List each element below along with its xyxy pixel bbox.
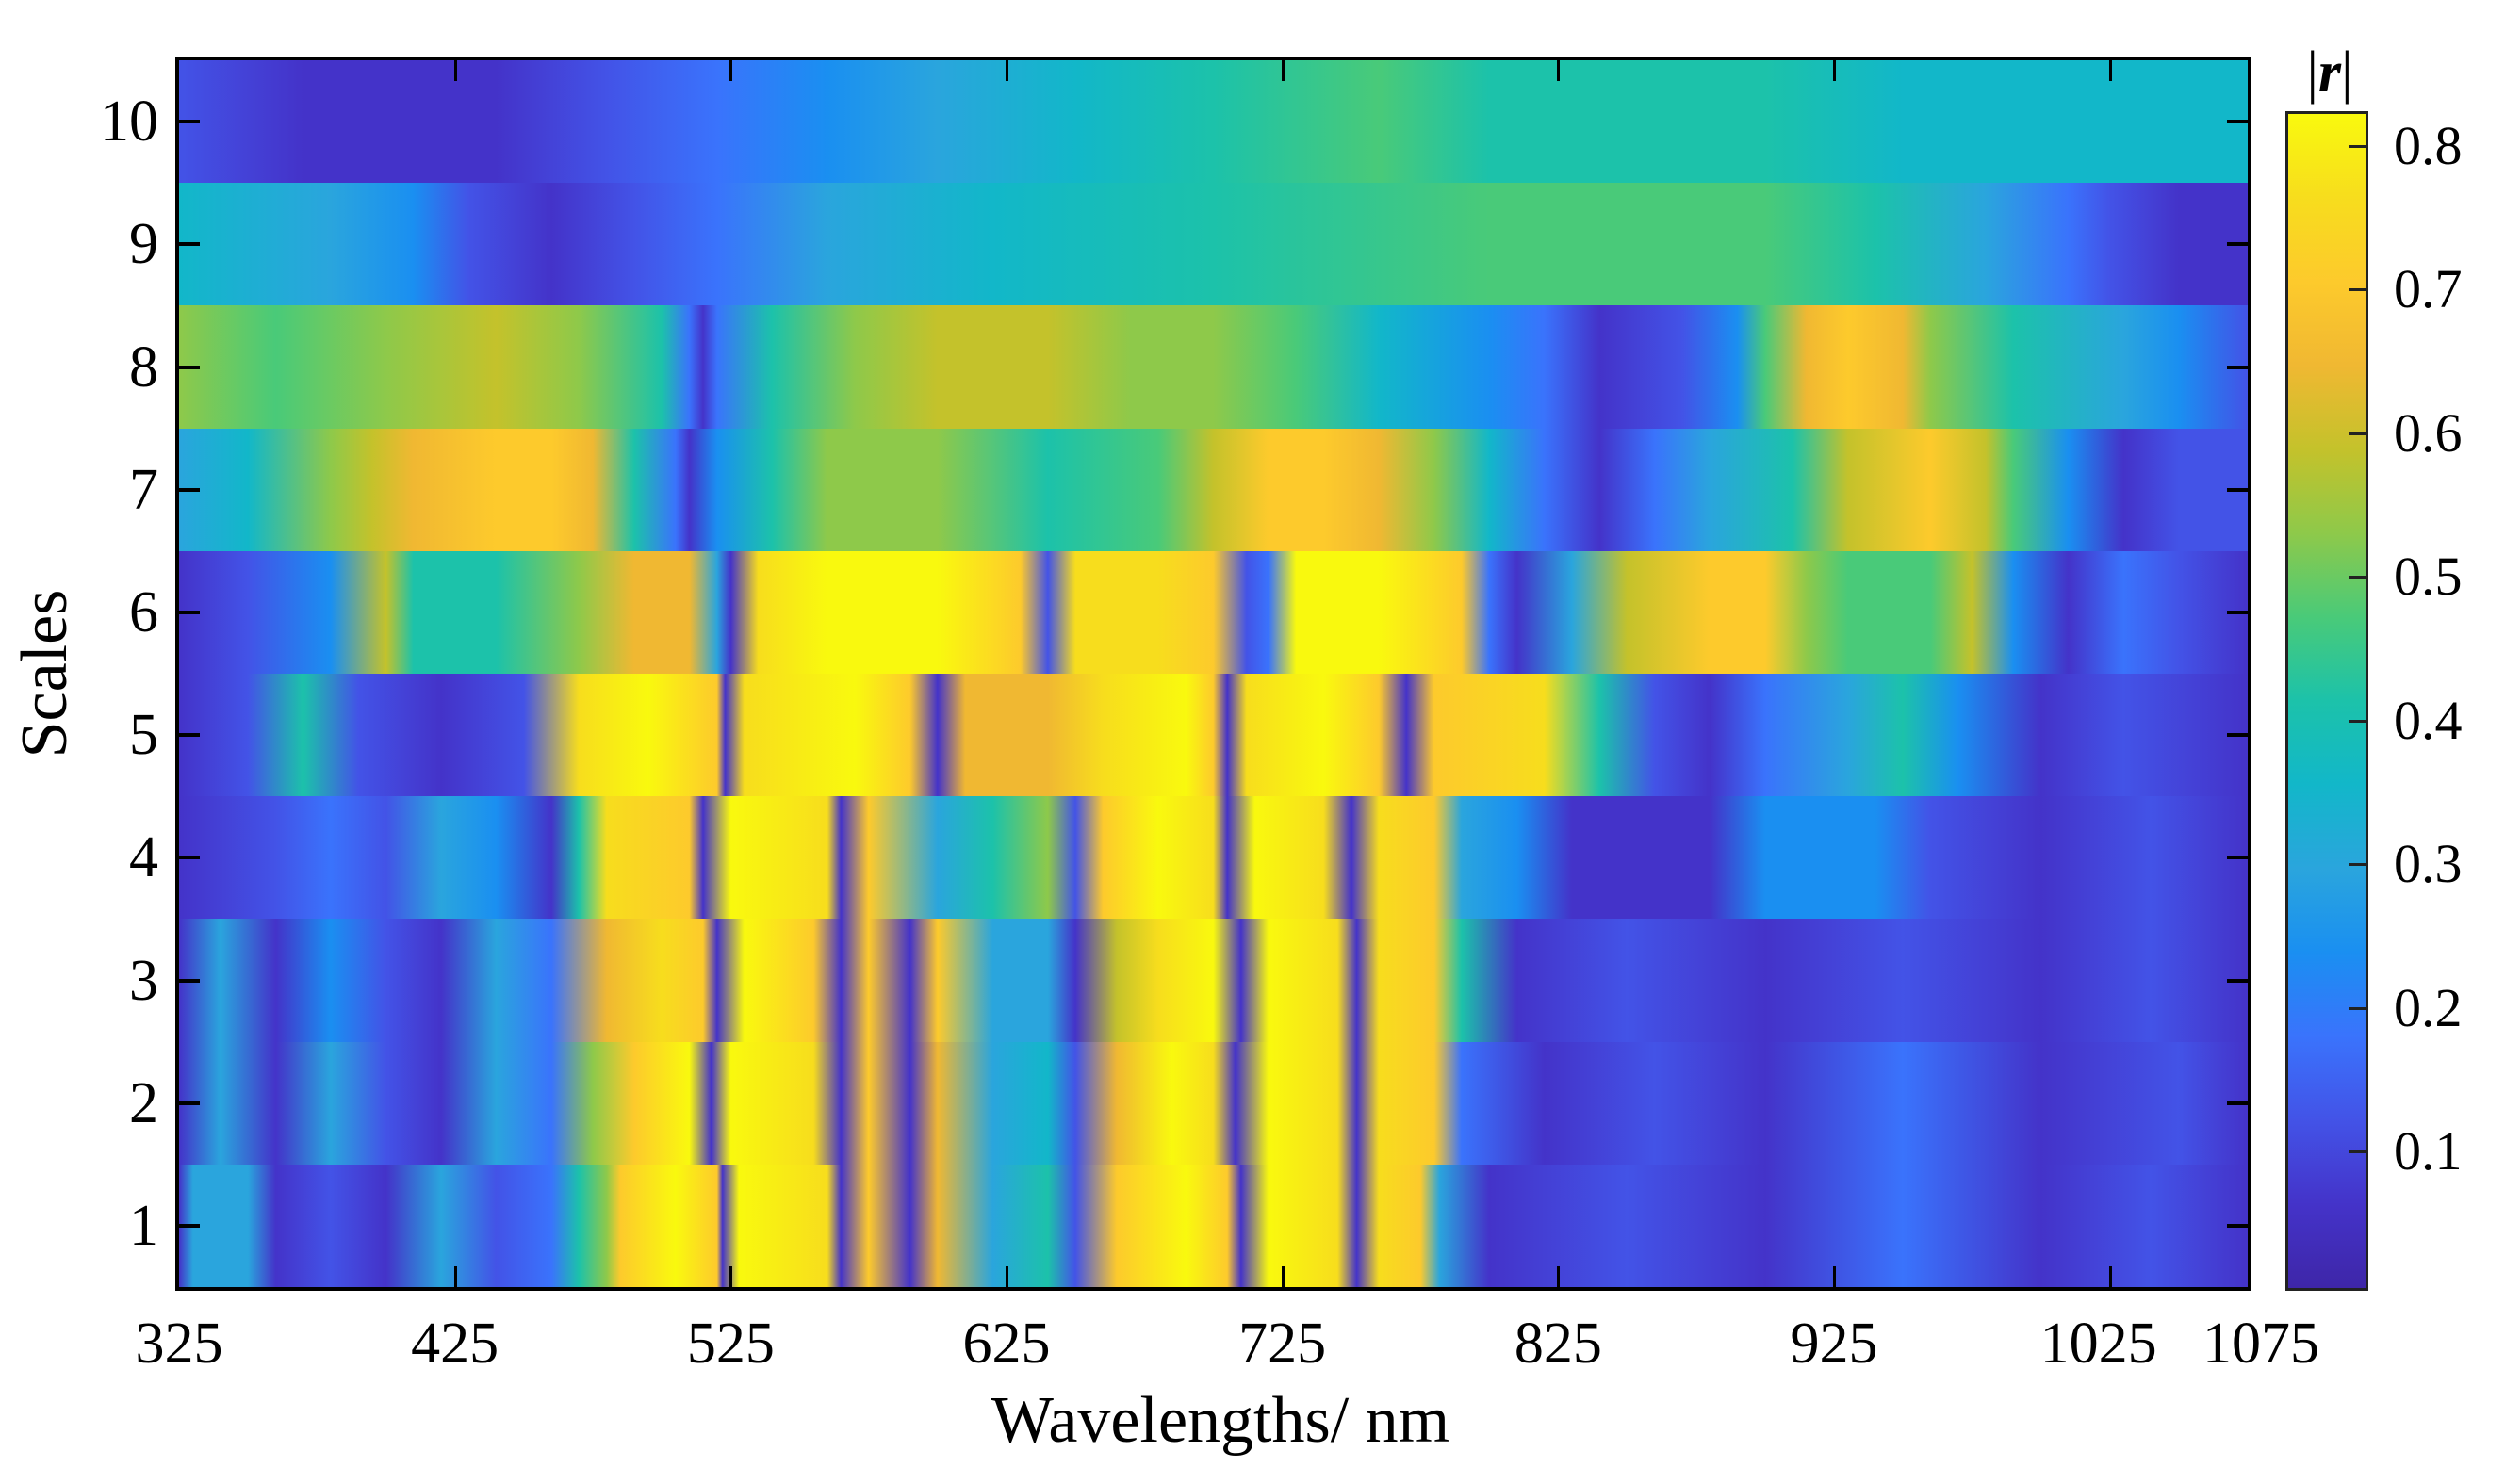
- y-tick-mark-right: [2227, 1223, 2248, 1228]
- x-tick-label: 925: [1790, 1312, 1878, 1376]
- heatmap-row-scale-2: [179, 1041, 2248, 1166]
- y-tick-mark: [179, 365, 200, 369]
- heatmap-row-scale-7: [179, 428, 2248, 552]
- colorbar-tick-mark: [2349, 719, 2366, 723]
- y-tick-label: 3: [129, 948, 158, 1013]
- y-tick-mark-right: [2227, 733, 2248, 738]
- heatmap-plot-area: [175, 57, 2251, 1291]
- y-tick-mark: [179, 242, 200, 247]
- colorbar-tick-label: 0.8: [2394, 114, 2463, 176]
- colorbar-tick-mark: [2349, 863, 2366, 867]
- heatmap-row-scale-3: [179, 919, 2248, 1043]
- colorbar-title: |r|: [2288, 40, 2371, 106]
- y-tick-mark-right: [2227, 1101, 2248, 1105]
- x-tick-label: 1075: [2202, 1312, 2319, 1376]
- x-tick-mark-top: [1557, 60, 1561, 81]
- y-tick-label: 4: [129, 825, 158, 890]
- heatmap-row-scale-9: [179, 183, 2248, 307]
- x-tick-label: 1025: [2039, 1312, 2157, 1376]
- x-tick-mark: [453, 1266, 457, 1287]
- colorbar-tick-label: 0.3: [2394, 833, 2463, 895]
- x-tick-mark: [2108, 1266, 2112, 1287]
- x-tick-mark: [1833, 1266, 1836, 1287]
- colorbar: [2285, 111, 2368, 1291]
- colorbar-tick-mark: [2349, 144, 2366, 148]
- colorbar-tick-mark: [2349, 576, 2366, 579]
- heatmap-row-scale-1: [179, 1164, 2248, 1287]
- x-tick-label: 725: [1238, 1312, 1327, 1376]
- y-tick-label: 1: [129, 1193, 158, 1258]
- y-tick-mark: [179, 733, 200, 738]
- y-tick-mark: [179, 610, 200, 614]
- y-axis-title: Scales: [8, 589, 81, 758]
- x-tick-label: 325: [135, 1312, 223, 1376]
- y-tick-label: 9: [129, 212, 158, 277]
- colorbar-tick-label: 0.7: [2394, 258, 2463, 320]
- y-tick-label: 5: [129, 703, 158, 768]
- y-tick-mark-right: [2227, 856, 2248, 860]
- y-tick-label: 7: [129, 457, 158, 522]
- y-tick-mark: [179, 120, 200, 124]
- colorbar-tick-label: 0.5: [2394, 546, 2463, 608]
- y-tick-mark: [179, 856, 200, 860]
- heatmap-row-scale-4: [179, 796, 2248, 921]
- colorbar-variable: r: [2317, 41, 2342, 105]
- colorbar-tick-mark: [2349, 432, 2366, 435]
- colorbar-tick-label: 0.2: [2394, 976, 2463, 1038]
- y-tick-label: 6: [129, 579, 158, 644]
- y-tick-label: 2: [129, 1070, 158, 1135]
- y-tick-mark-right: [2227, 487, 2248, 492]
- y-tick-mark-right: [2227, 610, 2248, 614]
- colorbar-tick-mark: [2349, 1006, 2366, 1010]
- y-tick-label: 8: [129, 334, 158, 400]
- y-tick-mark: [179, 1223, 200, 1228]
- colorbar-tick-mark: [2349, 288, 2366, 292]
- x-tick-mark: [729, 1266, 733, 1287]
- y-tick-mark-right: [2227, 978, 2248, 983]
- x-tick-mark-top: [1281, 60, 1285, 81]
- heatmap-row-scale-8: [179, 305, 2248, 430]
- x-axis-title: Wavelengths/ nm: [991, 1384, 1450, 1457]
- x-tick-label: 625: [962, 1312, 1051, 1376]
- colorbar-tick-label: 0.1: [2394, 1120, 2463, 1182]
- colorbar-tick-mark: [2349, 1150, 2366, 1154]
- x-tick-mark-top: [453, 60, 457, 81]
- x-tick-mark-top: [1833, 60, 1836, 81]
- heatmap-row-scale-6: [179, 550, 2248, 675]
- abs-bar-left: |: [2306, 41, 2318, 105]
- x-tick-mark: [1006, 1266, 1008, 1287]
- x-tick-label: 825: [1514, 1312, 1602, 1376]
- abs-bar-right: |: [2341, 41, 2353, 105]
- x-tick-label: 425: [411, 1312, 499, 1376]
- y-tick-mark: [179, 978, 200, 983]
- heatmap-row-scale-5: [179, 674, 2248, 798]
- x-tick-mark-top: [729, 60, 733, 81]
- y-tick-mark: [179, 1101, 200, 1105]
- x-tick-label: 525: [686, 1312, 775, 1376]
- y-tick-mark: [179, 487, 200, 492]
- x-tick-mark-top: [2108, 60, 2112, 81]
- colorbar-tick-label: 0.6: [2394, 401, 2463, 464]
- x-tick-mark-top: [1006, 60, 1008, 81]
- y-tick-mark-right: [2227, 120, 2248, 124]
- y-tick-mark-right: [2227, 365, 2248, 369]
- x-tick-mark: [1281, 1266, 1285, 1287]
- heatmap-row-scale-10: [179, 60, 2248, 185]
- y-tick-mark-right: [2227, 242, 2248, 247]
- x-tick-mark: [1557, 1266, 1561, 1287]
- colorbar-tick-label: 0.4: [2394, 689, 2463, 751]
- y-tick-label: 10: [100, 90, 158, 155]
